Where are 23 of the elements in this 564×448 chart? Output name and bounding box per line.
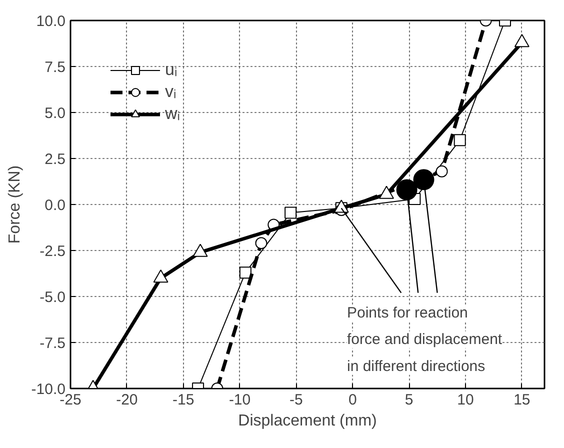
legend-label: wᵢ	[165, 104, 181, 124]
x-tick-label: 10	[457, 392, 474, 408]
x-tick-label: 5	[404, 392, 414, 408]
y-axis-title: Force (KN)	[6, 165, 24, 244]
legend-label: vᵢ	[165, 82, 178, 102]
y-tick-label: -10.0	[31, 381, 66, 398]
y-tick-label: -2.5	[40, 243, 66, 260]
y-tick-label: 2.5	[44, 151, 66, 168]
x-tick-label: -5	[290, 392, 303, 408]
x-tick-label: -20	[116, 392, 138, 408]
y-tick-label: 5.0	[44, 105, 66, 122]
y-tick-label: 0.0	[44, 197, 66, 214]
y-tick-label: 10.0	[36, 13, 66, 30]
y-tick-label: -7.5	[40, 335, 66, 352]
x-axis-title: Displacement (mm)	[238, 412, 377, 430]
x-tick-label: 15	[514, 392, 530, 408]
legend-label: uᵢ	[165, 60, 178, 80]
x-tick-label: -15	[172, 392, 194, 408]
x-tick-label: -10	[228, 392, 251, 408]
y-tick-label: 7.5	[44, 59, 66, 76]
x-tick-label: 0	[348, 392, 357, 408]
annotation: Points for reaction force and displacement in different directions	[347, 304, 503, 375]
y-tick-label: -5.0	[40, 289, 66, 306]
